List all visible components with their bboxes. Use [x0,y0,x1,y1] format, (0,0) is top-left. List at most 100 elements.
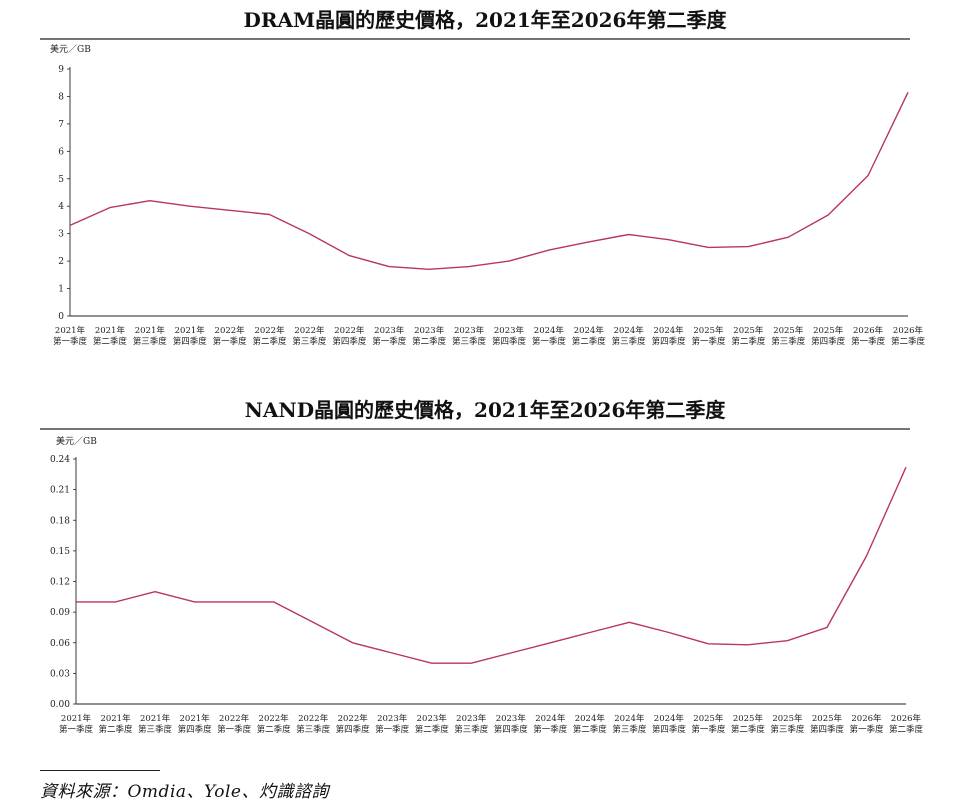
dram-y-tick-label: 3 [58,230,64,240]
nand-y-tick-label: 0.09 [50,608,70,618]
dram-x-tick-year: 2022年 [294,325,325,336]
dram-x-tick-year: 2022年 [334,325,365,336]
nand-x-tick-year: 2023年 [456,713,487,724]
dram-x-tick-year: 2025年 [813,325,844,336]
dram-y-tick-label: 0 [58,312,64,322]
dram-x-tick-quarter: 第一季度 [532,336,567,347]
dram-x-tick-quarter: 第三季度 [612,336,647,347]
nand-x-tick-quarter: 第二季度 [573,724,608,735]
nand-x-tick-year: 2022年 [298,713,329,724]
dram-x-tick-year: 2023年 [494,325,525,336]
dram-x-tick-year: 2025年 [773,325,804,336]
nand-y-tick-label: 0.03 [50,669,70,679]
nand-chart: NAND晶圓的歷史價格，2021年至2026年第二季度美元／GB 0.00 0.03… [0,394,970,764]
dram-x-tick-year: 2021年 [95,325,126,336]
nand-x-tick-quarter: 第一季度 [533,724,568,735]
nand-x-tick-year: 2026年 [891,713,922,724]
nand-x-tick-quarter: 第三季度 [296,724,331,735]
nand-x-tick-year: 2022年 [259,713,290,724]
dram-y-tick-label: 8 [58,92,64,102]
nand-x-tick-year: 2024年 [654,713,685,724]
nand-x-tick-quarter: 第一季度 [59,724,94,735]
dram-x-tick-quarter: 第三季度 [292,336,327,347]
nand-x-tick-quarter: 第三季度 [770,724,805,735]
dram-y-tick-label: 2 [58,257,64,267]
dram-y-tick-label: 1 [58,285,64,295]
dram-x-tick-quarter: 第四季度 [652,336,687,347]
nand-y-tick-label: 0.21 [50,486,70,496]
dram-x-tick-quarter: 第四季度 [173,336,208,347]
nand-x-tick-quarter: 第三季度 [612,724,647,735]
nand-x-tick-quarter: 第一季度 [375,724,410,735]
dram-x-tick-year: 2022年 [254,325,285,336]
nand-x-tick-quarter: 第三季度 [138,724,173,735]
nand-y-tick-label: 0.18 [50,516,70,526]
dram-x-tick-quarter: 第一季度 [53,336,88,347]
dram-x-tick-year: 2025年 [693,325,724,336]
nand-unit-label: 美元／GB [56,435,97,447]
nand-x-tick-quarter: 第三季度 [454,724,489,735]
dram-y-tick-label: 7 [58,120,64,130]
dram-x-tick-quarter: 第一季度 [372,336,407,347]
nand-x-tick-quarter: 第一季度 [217,724,252,735]
dram-x-tick-quarter: 第三季度 [133,336,168,347]
nand-x-tick-quarter: 第一季度 [849,724,884,735]
dram-y-tick-label: 4 [58,202,64,212]
dram-x-tick-quarter: 第二季度 [891,336,926,347]
nand-x-tick-quarter: 第四季度 [652,724,687,735]
nand-x-tick-quarter: 第四季度 [336,724,371,735]
nand-x-tick-year: 2021年 [61,713,92,724]
dram-title: DRAM晶圓的歷史價格，2021年至2026年第二季度 [244,8,728,32]
dram-x-tick-year: 2022年 [215,325,246,336]
dram-x-tick-year: 2021年 [175,325,206,336]
dram-x-tick-quarter: 第四季度 [811,336,846,347]
nand-x-tick-quarter: 第二季度 [99,724,134,735]
dram-x-tick-quarter: 第一季度 [213,336,248,347]
dram-y-tick-label: 5 [58,175,64,185]
nand-y-tick-label: 0.00 [50,700,70,710]
dram-chart: DRAM晶圓的歷史價格，2021年至2026年第二季度美元／GB 0 1 2 3 4 5 6 7… [0,0,970,372]
nand-x-tick-year: 2021年 [180,713,211,724]
dram-x-tick-quarter: 第二季度 [731,336,766,347]
nand-x-tick-year: 2021年 [140,713,171,724]
nand-y-tick-label: 0.12 [50,578,70,588]
nand-series-line [76,466,907,664]
dram-x-tick-quarter: 第一季度 [851,336,886,347]
dram-x-tick-quarter: 第三季度 [771,336,806,347]
nand-x-tick-year: 2022年 [338,713,369,724]
nand-y-tick-label: 0.15 [50,547,70,557]
nand-x-tick-year: 2024年 [575,713,606,724]
source-note: 資料來源：Omdia、Yole、灼識諮詢 [40,770,940,802]
dram-x-tick-year: 2024年 [574,325,605,336]
nand-y-tick-label: 0.06 [50,639,70,649]
dram-x-tick-year: 2024年 [534,325,565,336]
dram-x-tick-year: 2025年 [733,325,764,336]
dram-x-tick-quarter: 第四季度 [492,336,527,347]
dram-x-tick-year: 2021年 [55,325,86,336]
nand-x-tick-quarter: 第二季度 [257,724,292,735]
dram-x-tick-quarter: 第一季度 [691,336,726,347]
nand-x-tick-year: 2023年 [377,713,408,724]
nand-x-tick-year: 2025年 [733,713,764,724]
dram-x-tick-quarter: 第二季度 [412,336,447,347]
nand-x-tick-year: 2023年 [417,713,448,724]
nand-title: NAND晶圓的歷史價格，2021年至2026年第二季度 [245,398,727,422]
nand-x-tick-year: 2021年 [100,713,131,724]
nand-x-tick-year: 2023年 [496,713,527,724]
dram-x-tick-quarter: 第二季度 [253,336,288,347]
nand-x-tick-year: 2024年 [614,713,645,724]
dram-y-tick-label: 6 [58,147,64,157]
dram-x-tick-year: 2026年 [893,325,924,336]
dram-x-tick-year: 2021年 [135,325,166,336]
nand-x-tick-quarter: 第四季度 [178,724,213,735]
dram-unit-label: 美元／GB [50,43,91,55]
dram-y-tick-label: 9 [58,65,64,75]
dram-x-tick-quarter: 第二季度 [572,336,607,347]
dram-x-tick-year: 2023年 [454,325,485,336]
nand-x-tick-year: 2025年 [693,713,724,724]
source-text: 資料來源：Omdia、Yole、灼識諮詢 [40,782,329,802]
dram-x-tick-year: 2026年 [853,325,884,336]
source-rule [40,770,160,771]
dram-x-tick-quarter: 第四季度 [332,336,367,347]
